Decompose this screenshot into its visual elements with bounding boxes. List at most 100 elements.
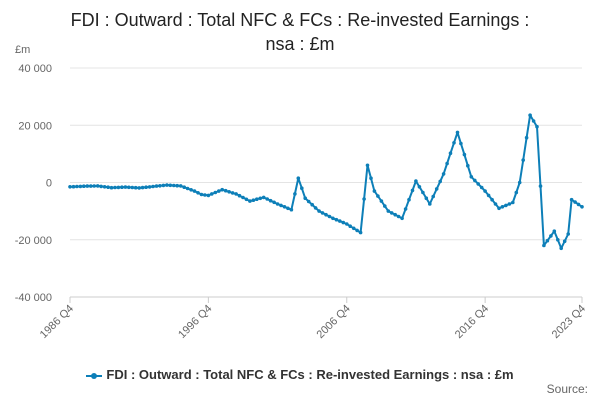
data-point [438,179,443,184]
data-point [528,113,532,117]
data-point [151,184,155,189]
data-point [355,228,359,233]
data-point [393,212,398,217]
data-point [562,239,567,243]
data-point [504,203,508,208]
data-point [123,185,128,189]
data-point [286,206,290,211]
data-point [455,130,460,135]
data-point [497,206,501,211]
data-point [538,184,543,188]
data-point [220,187,224,192]
data-point [251,198,256,202]
y-tick-label: 0 [46,178,52,190]
data-point [466,163,470,168]
data-point [75,184,79,189]
data-point [400,216,404,221]
gridlines [70,67,582,298]
data-point [279,203,283,208]
data-point [296,176,301,180]
data-point [379,199,384,203]
data-point [559,246,563,251]
data-point [130,185,135,190]
x-axis: 1986 Q4 1996 Q4 2006 Q4 2016 Q4 2023 Q4 [38,296,588,341]
data-point [178,184,183,188]
data-point [168,183,173,188]
data-point [230,191,235,195]
data-point [154,184,159,188]
data-point [182,185,186,189]
data-point [358,230,363,235]
data-point [275,202,280,206]
data-point [161,183,166,188]
data-point [483,189,487,193]
data-point [566,232,570,236]
data-point [573,200,577,204]
data-point [189,188,193,192]
data-point [127,185,131,190]
data-point [289,207,294,212]
legend[interactable]: FDI : Outward : Total NFC & FCs : Re-inv… [0,367,600,382]
data-point [175,183,179,188]
data-point [445,161,449,166]
data-point [434,187,439,191]
data-point [556,238,560,242]
y-axis-ticks: 40 000 20 000 0 -20 000 -40 000 [15,63,52,304]
data-point [535,124,539,129]
x-tick-label: 1996 Q4 [176,303,214,341]
data-point [310,202,315,207]
data-point [369,176,373,180]
legend-label: FDI : Outward : Total NFC & FCs : Re-inv… [106,367,514,382]
data-point [386,209,391,213]
series-layer [68,113,584,251]
data-point [137,186,141,190]
data-point [268,198,273,203]
data-point [365,163,370,168]
data-point [82,184,86,188]
data-point [313,206,318,210]
data-point [158,184,162,188]
data-point [258,196,263,201]
data-point [431,194,436,199]
data-point [303,196,308,200]
data-point [576,202,581,207]
data-point [282,205,287,209]
data-point [106,185,110,189]
data-point [479,185,484,190]
series-line [69,114,583,250]
x-tick-label: 1986 Q4 [38,303,76,341]
data-point [68,185,72,189]
data-point [331,216,335,221]
data-point [78,184,83,189]
data-point [144,185,148,189]
data-point [417,185,422,189]
data-point [95,184,100,188]
data-point [71,184,76,189]
y-tick-label: 20 000 [18,120,52,132]
x-tick-label: 2016 Q4 [453,303,491,341]
data-point [351,226,356,231]
data-point [524,135,529,140]
data-point [476,182,481,186]
data-point [306,199,311,204]
data-point [185,186,190,191]
data-point [165,183,169,187]
data-point [206,193,211,198]
chart-title: FDI : Outward : Total NFC & FCs : Re-inv… [0,8,600,56]
y-tick-label: -20 000 [15,235,52,247]
data-point [452,141,456,145]
source-note: Source: [546,382,588,396]
data-point [210,192,214,196]
data-point [389,211,394,215]
data-point [552,229,557,233]
data-point [338,219,342,223]
data-point [248,199,252,203]
data-point [113,185,117,190]
data-point [241,195,245,200]
data-point [120,185,124,189]
data-point [327,214,332,219]
data-point [324,212,328,217]
data-point [490,197,494,202]
x-tick-label: 2006 Q4 [315,303,353,341]
data-point [300,186,304,190]
